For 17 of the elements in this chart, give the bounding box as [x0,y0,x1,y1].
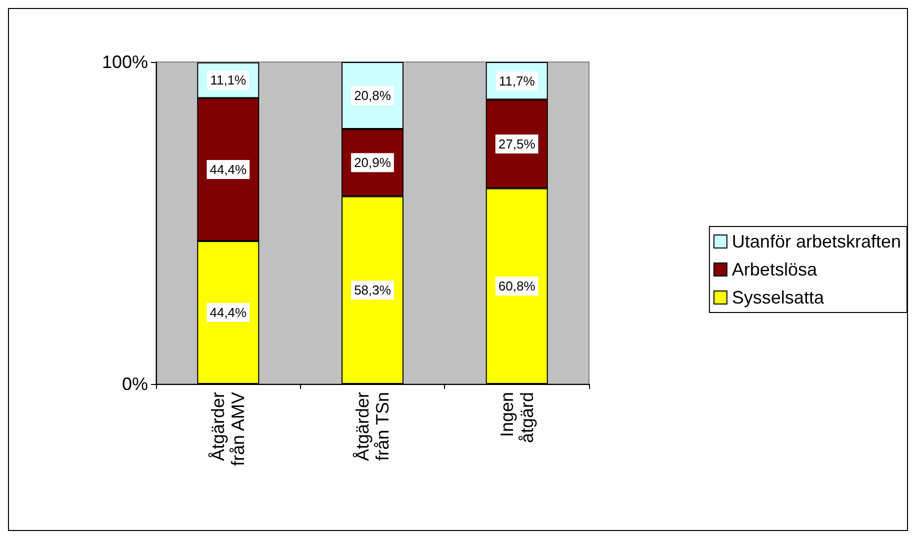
x-tick-label: Ingen åtgärd [496,392,537,444]
data-label: 20,9% [354,155,392,170]
data-label: 20,8% [354,88,392,103]
x-tick-label: Åtgärder från TSn [352,392,392,462]
data-label: 44,4% [210,162,248,178]
data-label: 11,7% [498,73,536,88]
data-label: 44,4% [210,305,248,320]
data-label: 11,1% [210,72,247,88]
legend-label: Utanför arbetskraften [732,232,902,252]
legend-label: Arbetslösa [732,260,818,280]
data-label: 58,3% [354,282,392,298]
data-label: 27,5% [498,136,536,152]
data-label: 60,8% [498,278,536,294]
x-tick-label: Åtgärder från AMV [208,392,248,466]
y-tick-label: 100% [102,52,148,72]
y-tick-label: 0% [122,374,148,394]
legend-label: Sysselsatta [732,288,825,308]
